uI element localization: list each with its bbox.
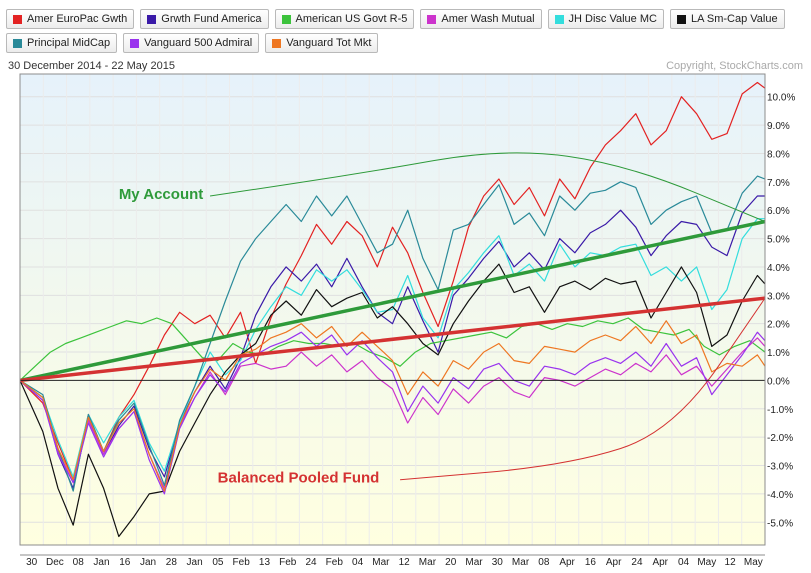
y-tick-label: 10.0% [767, 93, 795, 104]
x-tick-label: Feb [233, 557, 251, 568]
x-tick-label: Jan [93, 557, 109, 568]
x-tick-label: 24 [631, 557, 643, 568]
y-tick-label: 9.0% [767, 121, 790, 132]
grid [19, 74, 765, 545]
copyright: Copyright, StockCharts.com [666, 60, 803, 72]
plot-frame [19, 73, 766, 546]
legend-item-wash-mutual[interactable]: Amer Wash Mutual [420, 9, 542, 29]
legend-label: Vanguard 500 Admiral [144, 37, 253, 49]
y-tick-label: 7.0% [767, 178, 790, 189]
y-tick-label: -4.0% [767, 490, 793, 501]
x-tick-label: Mar [465, 557, 483, 568]
annotations: My Account Balanced Pooled Fund [119, 152, 766, 487]
x-tick-label: Jan [140, 557, 156, 568]
x-tick-label: 13 [259, 557, 271, 568]
legend-swatch [427, 14, 437, 24]
x-tick-label: 08 [538, 557, 550, 568]
series-line-vanguard-500-admiral [19, 331, 766, 495]
series-line-principal-midcap [19, 175, 766, 492]
legend-swatch [272, 38, 282, 48]
x-tick-label: Feb [326, 557, 344, 568]
y-tick-label: 0.0% [767, 376, 790, 387]
x-tick-label: 20 [445, 557, 457, 568]
y-tick-label: 2.0% [767, 320, 790, 331]
x-tick-label: Feb [279, 557, 297, 568]
legend-item-principal-midcap[interactable]: Principal MidCap [6, 33, 118, 53]
x-tick-label: 04 [352, 557, 364, 568]
x-tick-label: 12 [399, 557, 411, 568]
y-tick-label: 6.0% [767, 206, 790, 217]
x-tick-label: 30 [492, 557, 504, 568]
y-tick-label: 1.0% [767, 348, 790, 359]
annotation-arrow [400, 297, 766, 481]
legend-label: JH Disc Value MC [568, 13, 657, 25]
x-tick-label: Mar [512, 557, 530, 568]
x-tick-label: 12 [725, 557, 737, 568]
x-tick-label: Apr [559, 557, 575, 568]
legend: Amer EuroPac Gwth Grwth Fund America Ame… [6, 9, 806, 57]
y-tick-label: 5.0% [767, 235, 790, 246]
y-tick-label: 3.0% [767, 291, 790, 302]
annotation-label: My Account [119, 186, 203, 203]
legend-label: Amer EuroPac Gwth [27, 13, 128, 25]
x-tick-label: Mar [419, 557, 437, 568]
axes: 10.0% 9.0% 8.0% 7.0% 6.0% 5.0% 4.0% 3.0% 2.0% 1.0… [19, 73, 795, 568]
legend-swatch [130, 38, 140, 48]
legend-label: American US Govt R-5 [295, 13, 408, 25]
x-tick-label: 08 [73, 557, 85, 568]
x-tick-label: May [697, 557, 716, 568]
legend-item-amer-europac[interactable]: Amer EuroPac Gwth [6, 9, 135, 29]
legend-row-2: Principal MidCap Vanguard 500 Admiral Va… [6, 33, 806, 53]
legend-item-vanguard-500[interactable]: Vanguard 500 Admiral [123, 33, 260, 53]
legend-swatch [554, 14, 564, 24]
x-tick-label: 16 [585, 557, 597, 568]
legend-swatch [13, 38, 22, 48]
date-range: 30 December 2014 - 22 May 2015 [8, 60, 175, 72]
series-lines [19, 81, 766, 538]
series-line-vanguard-tot-mkt [19, 320, 766, 492]
trend-lines [19, 219, 766, 383]
legend-label: LA Sm-Cap Value [690, 13, 778, 25]
series-line-amer-europac-gwth [19, 81, 766, 481]
legend-swatch [147, 14, 157, 24]
legend-item-jh-disc[interactable]: JH Disc Value MC [547, 9, 664, 29]
legend-swatch [281, 14, 291, 24]
y-tick-label: -1.0% [767, 405, 793, 416]
x-tick-label: 05 [212, 557, 224, 568]
legend-swatch [13, 14, 22, 24]
legend-label: Grwth Fund America [161, 13, 262, 25]
y-tick-label: -2.0% [767, 433, 793, 444]
y-tick-label: 4.0% [767, 263, 790, 274]
legend-item-us-govt[interactable]: American US Govt R-5 [274, 9, 415, 29]
y-tick-label: -3.0% [767, 462, 793, 473]
annotation-label: Balanced Pooled Fund [218, 470, 380, 487]
legend-row-1: Amer EuroPac Gwth Grwth Fund America Ame… [6, 9, 806, 29]
x-tick-label: 30 [26, 557, 38, 568]
y-tick-label: -5.0% [767, 518, 793, 529]
trend-line-my-account [19, 219, 766, 383]
x-tick-label: 28 [166, 557, 178, 568]
legend-swatch [676, 14, 686, 24]
x-tick-label: Apr [606, 557, 622, 568]
legend-item-vanguard-tot[interactable]: Vanguard Tot Mkt [265, 33, 379, 53]
legend-label: Amer Wash Mutual [441, 13, 535, 25]
x-tick-label: Mar [372, 557, 390, 568]
legend-label: Principal MidCap [27, 37, 111, 49]
x-tick-label: 04 [678, 557, 690, 568]
x-tick-label: 16 [119, 557, 131, 568]
x-tick-label: May [744, 557, 763, 568]
x-tick-label: Apr [652, 557, 668, 568]
x-tick-label: Jan [187, 557, 203, 568]
legend-item-grwth-fund[interactable]: Grwth Fund America [140, 9, 269, 29]
annotation-arrow [209, 152, 766, 223]
x-tick-label: 24 [305, 557, 317, 568]
legend-item-la-smcap[interactable]: LA Sm-Cap Value [669, 9, 785, 29]
series-line-jh-disc-value-mc [19, 218, 765, 478]
x-tick-label: Dec [46, 557, 64, 568]
y-tick-label: 8.0% [767, 149, 790, 160]
legend-label: Vanguard Tot Mkt [286, 37, 372, 49]
trend-line-balanced-pooled-fund [19, 296, 766, 383]
